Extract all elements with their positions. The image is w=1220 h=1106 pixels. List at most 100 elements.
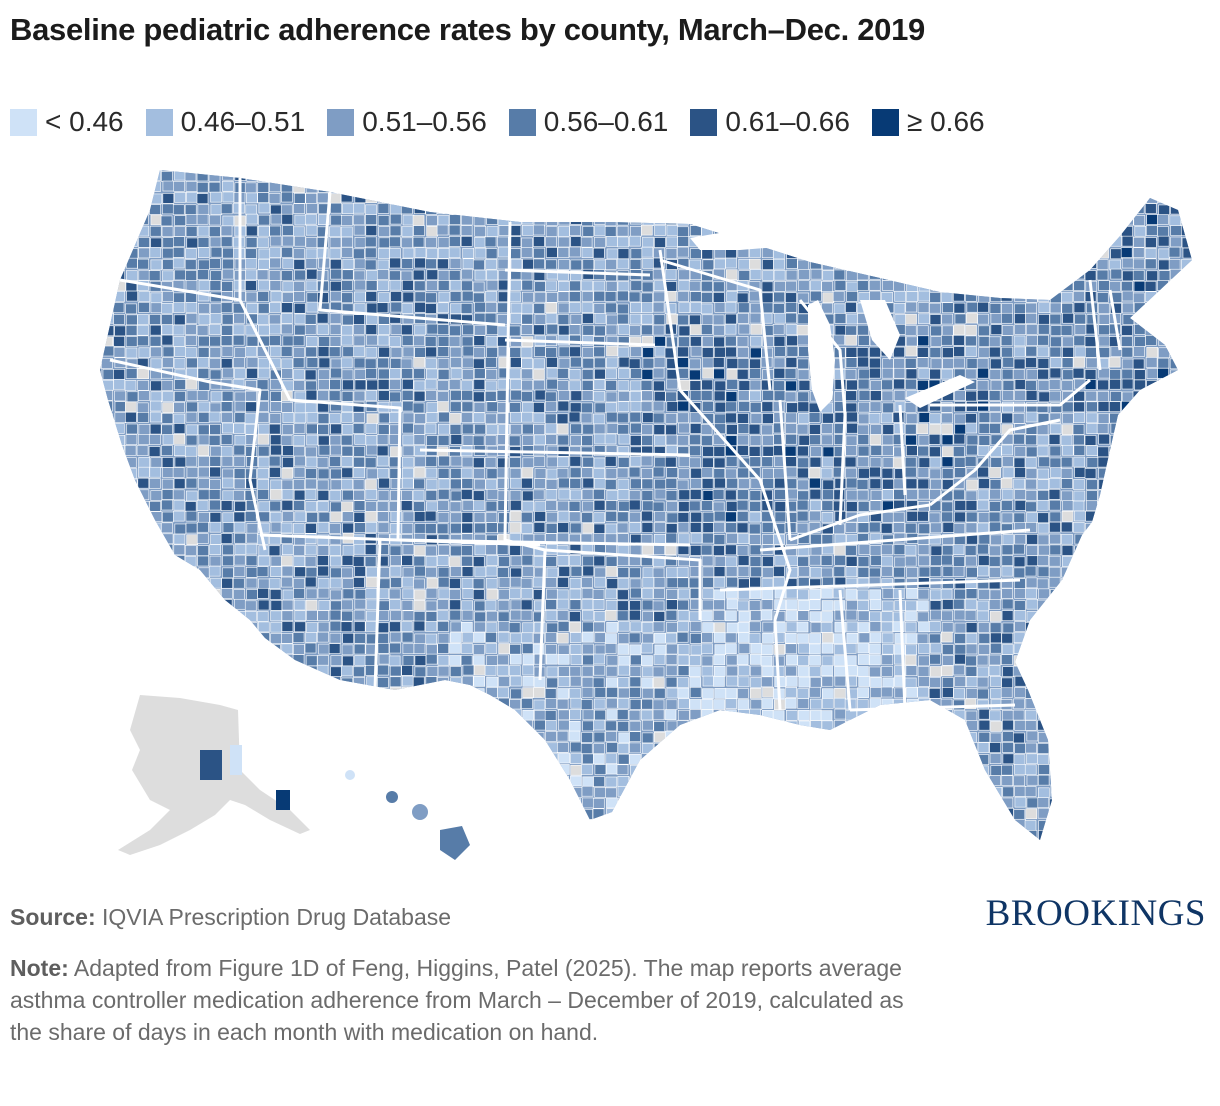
county-cell	[316, 226, 329, 238]
county-cell	[893, 378, 905, 390]
county-cell	[1121, 281, 1133, 292]
county-cell	[197, 676, 210, 687]
county-cell	[317, 424, 329, 435]
county-cell	[797, 457, 810, 469]
county-cell	[102, 180, 115, 192]
county-cell	[461, 609, 474, 621]
county-cell	[557, 598, 569, 610]
county-cell	[125, 303, 137, 315]
county-cell	[437, 731, 450, 743]
county-cell	[257, 742, 270, 754]
county-cell	[881, 611, 893, 622]
county-cell	[977, 565, 989, 577]
county-cell	[894, 665, 906, 676]
county-cell	[545, 610, 558, 621]
county-cell	[521, 379, 533, 391]
county-cell	[294, 621, 306, 633]
county-cell	[113, 665, 125, 677]
county-cell	[138, 269, 151, 281]
county-cell	[1169, 532, 1182, 544]
county-cell	[510, 258, 523, 270]
county-cell	[160, 676, 173, 687]
county-cell	[245, 654, 257, 666]
county-cell	[354, 181, 366, 193]
county-cell	[1194, 170, 1205, 180]
county-cell	[941, 501, 954, 513]
county-cell	[581, 577, 593, 588]
county-cell	[857, 224, 869, 236]
county-cell	[736, 499, 749, 511]
county-cell	[268, 545, 281, 557]
county-cell	[497, 631, 510, 643]
county-cell	[150, 490, 163, 501]
county-cell	[774, 170, 786, 181]
county-cell	[305, 280, 318, 292]
county-cell	[389, 565, 402, 577]
county-cell	[760, 312, 773, 324]
county-cell	[1157, 478, 1169, 489]
county-cell	[533, 412, 546, 424]
county-cell	[1182, 532, 1192, 544]
county-cell	[881, 720, 894, 731]
county-cell	[1086, 170, 1099, 172]
county-cell	[592, 677, 605, 689]
county-cell	[581, 512, 594, 523]
county-cell	[534, 719, 546, 731]
county-cell	[918, 457, 931, 469]
county-cell	[341, 445, 354, 457]
county-cell	[1037, 599, 1049, 611]
county-cell	[617, 567, 630, 578]
county-cell	[916, 347, 929, 358]
county-cell	[318, 699, 330, 710]
county-cell	[293, 719, 306, 731]
county-cell	[834, 313, 847, 324]
county-cell	[1074, 226, 1086, 238]
county-cell	[930, 215, 942, 226]
county-cell	[1013, 213, 1026, 225]
county-cell	[989, 589, 1002, 601]
county-cell	[965, 643, 978, 655]
county-cell	[306, 610, 318, 621]
county-cell	[112, 182, 125, 194]
county-cell	[1013, 401, 1025, 413]
county-cell	[100, 654, 102, 665]
county-cell	[892, 204, 905, 216]
county-cell	[580, 236, 593, 248]
county-cell	[389, 631, 402, 643]
county-cell	[125, 479, 138, 491]
county-cell	[689, 380, 702, 392]
county-cell	[558, 390, 570, 401]
county-cell	[1001, 632, 1014, 644]
county-cell	[138, 291, 151, 302]
county-cell	[977, 522, 989, 534]
county-cell	[568, 730, 581, 742]
county-cell	[246, 523, 259, 534]
county-cell	[198, 279, 211, 291]
county-cell	[1170, 424, 1183, 435]
county-cell	[1170, 633, 1182, 645]
county-cell	[1181, 632, 1192, 643]
county-cell	[485, 192, 498, 204]
county-cell	[389, 391, 401, 403]
county-cell	[809, 554, 822, 566]
county-cell	[1193, 347, 1204, 357]
county-cell	[1170, 577, 1183, 589]
county-cell	[1121, 346, 1134, 358]
county-cell	[1121, 577, 1133, 589]
county-cell	[725, 688, 738, 699]
county-cell	[521, 402, 534, 413]
county-cell	[929, 653, 941, 665]
county-cell	[582, 313, 594, 324]
county-cell	[402, 709, 415, 720]
county-cell	[1121, 677, 1134, 689]
county-cell	[150, 457, 163, 469]
county-cell	[198, 259, 210, 271]
county-cell	[533, 456, 546, 467]
county-cell	[916, 357, 929, 369]
county-cell	[617, 182, 630, 194]
county-cell	[569, 599, 582, 611]
county-cell	[413, 424, 425, 435]
county-cell	[342, 511, 354, 523]
county-cell	[738, 380, 751, 392]
county-cell	[893, 346, 905, 358]
